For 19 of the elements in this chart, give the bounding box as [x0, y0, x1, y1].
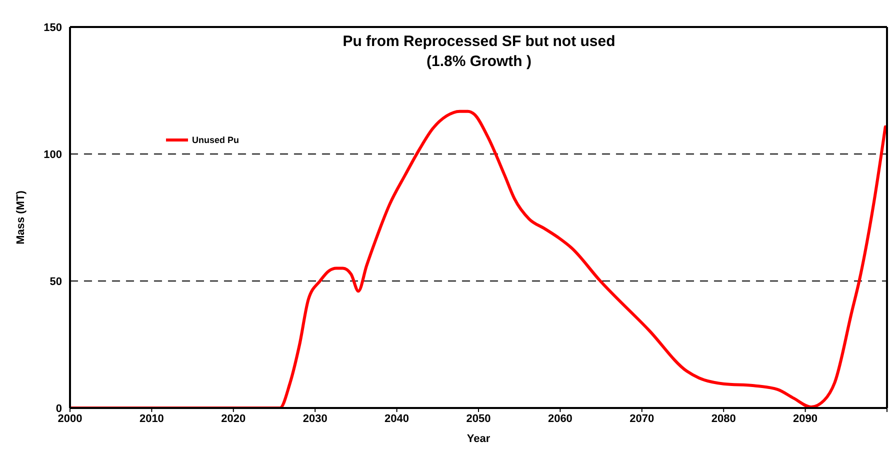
x-tick-label: 2060	[548, 412, 572, 425]
x-tick-label: 2010	[139, 412, 164, 425]
x-tick-label: 2000	[58, 412, 82, 425]
x-tick-label: 2070	[630, 412, 654, 425]
x-tick-label: 2030	[302, 412, 328, 425]
x-tick-label: 2090	[793, 412, 818, 425]
y-axis-title: Mass (MT)	[14, 190, 27, 244]
y-tick-label: 100	[44, 148, 62, 161]
text: (1.8% Growth )	[425, 52, 532, 72]
x-tick-label: 2040	[384, 412, 410, 425]
x-tick-label: 2050	[466, 412, 491, 425]
legend-label: Unused Pu	[192, 135, 240, 145]
y-tick-label: 50	[50, 276, 62, 288]
y-tick-label: 150	[44, 22, 62, 34]
chart-title: Pu from Reprocessed SF but not used	[342, 32, 616, 52]
x-tick-label: 2020	[221, 412, 246, 425]
x-axis-title: Year	[466, 433, 491, 445]
x-tick-label: 2080	[711, 412, 736, 425]
y-tick-label: 0	[56, 402, 62, 415]
